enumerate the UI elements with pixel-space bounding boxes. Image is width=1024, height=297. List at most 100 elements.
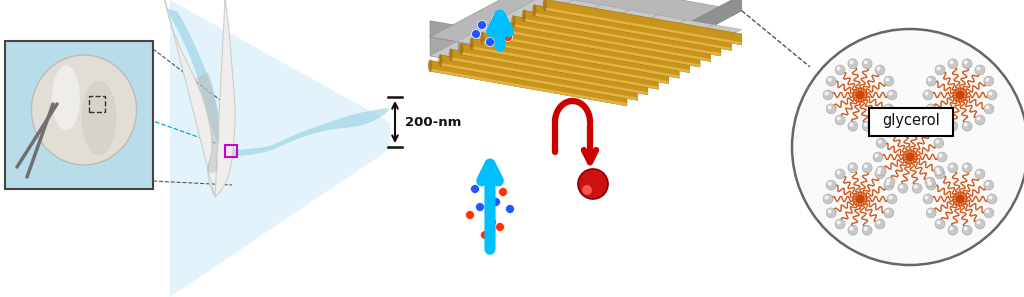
Circle shape — [898, 183, 908, 193]
Circle shape — [506, 205, 514, 214]
Circle shape — [939, 154, 942, 157]
Circle shape — [884, 180, 894, 190]
Circle shape — [492, 198, 501, 206]
Polygon shape — [440, 63, 637, 100]
Ellipse shape — [501, 21, 505, 33]
Circle shape — [934, 166, 944, 176]
Ellipse shape — [543, 0, 547, 11]
Circle shape — [975, 219, 985, 229]
Circle shape — [925, 91, 929, 96]
Polygon shape — [599, 25, 741, 91]
Circle shape — [504, 32, 512, 42]
Polygon shape — [170, 0, 390, 297]
Circle shape — [977, 170, 980, 174]
Circle shape — [949, 164, 953, 168]
Circle shape — [926, 208, 936, 218]
Circle shape — [824, 91, 828, 96]
Polygon shape — [503, 22, 700, 67]
Ellipse shape — [450, 49, 453, 61]
Circle shape — [937, 152, 947, 162]
Polygon shape — [482, 41, 679, 78]
Circle shape — [985, 105, 989, 109]
Circle shape — [985, 78, 989, 82]
Circle shape — [877, 116, 881, 121]
Circle shape — [977, 220, 980, 225]
Circle shape — [862, 59, 872, 69]
Bar — [89, 96, 105, 112]
Circle shape — [848, 163, 858, 173]
Circle shape — [848, 59, 858, 69]
Circle shape — [887, 194, 897, 204]
Circle shape — [912, 121, 923, 131]
Circle shape — [470, 184, 479, 194]
Circle shape — [935, 168, 939, 171]
Circle shape — [496, 222, 505, 231]
Circle shape — [885, 177, 895, 187]
Circle shape — [935, 65, 945, 75]
Circle shape — [837, 220, 841, 225]
Circle shape — [963, 163, 972, 173]
Circle shape — [466, 211, 474, 219]
Circle shape — [984, 104, 994, 114]
Circle shape — [886, 105, 889, 109]
Circle shape — [977, 67, 980, 70]
Circle shape — [928, 182, 932, 186]
Circle shape — [848, 225, 858, 235]
Circle shape — [827, 182, 831, 186]
Circle shape — [874, 169, 885, 179]
Polygon shape — [458, 42, 486, 66]
Circle shape — [925, 127, 935, 137]
Polygon shape — [430, 21, 627, 72]
Circle shape — [935, 115, 945, 125]
Circle shape — [913, 185, 918, 189]
Circle shape — [849, 164, 853, 168]
Circle shape — [964, 164, 968, 168]
Circle shape — [827, 78, 831, 82]
Polygon shape — [543, 15, 685, 81]
Polygon shape — [570, 20, 714, 86]
Circle shape — [877, 138, 886, 148]
Circle shape — [877, 170, 881, 174]
Circle shape — [928, 209, 932, 213]
Circle shape — [483, 178, 493, 187]
Circle shape — [975, 65, 985, 75]
Ellipse shape — [490, 26, 495, 39]
Polygon shape — [514, 52, 543, 76]
Circle shape — [496, 24, 505, 34]
Ellipse shape — [460, 43, 463, 55]
Circle shape — [837, 116, 841, 121]
Circle shape — [889, 195, 893, 200]
Circle shape — [926, 180, 936, 190]
Circle shape — [977, 116, 980, 121]
Circle shape — [480, 230, 489, 239]
Bar — [5, 41, 153, 189]
Polygon shape — [627, 0, 741, 72]
Polygon shape — [165, 0, 234, 197]
Ellipse shape — [32, 55, 136, 165]
Polygon shape — [524, 19, 721, 56]
Circle shape — [987, 90, 997, 100]
Ellipse shape — [82, 80, 117, 156]
Circle shape — [824, 195, 828, 200]
Polygon shape — [430, 37, 458, 61]
Circle shape — [912, 183, 923, 193]
Circle shape — [877, 166, 886, 176]
Circle shape — [823, 194, 833, 204]
Polygon shape — [430, 69, 627, 106]
Polygon shape — [545, 7, 741, 45]
Circle shape — [826, 180, 837, 190]
Circle shape — [963, 225, 972, 235]
Circle shape — [949, 60, 953, 64]
Circle shape — [985, 209, 989, 213]
Circle shape — [948, 225, 957, 235]
Circle shape — [862, 163, 872, 173]
Circle shape — [835, 219, 845, 229]
Circle shape — [884, 208, 894, 218]
Polygon shape — [430, 0, 572, 61]
Ellipse shape — [522, 10, 525, 22]
Circle shape — [823, 90, 833, 100]
Circle shape — [984, 208, 994, 218]
Circle shape — [886, 182, 889, 186]
Circle shape — [926, 104, 936, 114]
Circle shape — [899, 185, 903, 189]
